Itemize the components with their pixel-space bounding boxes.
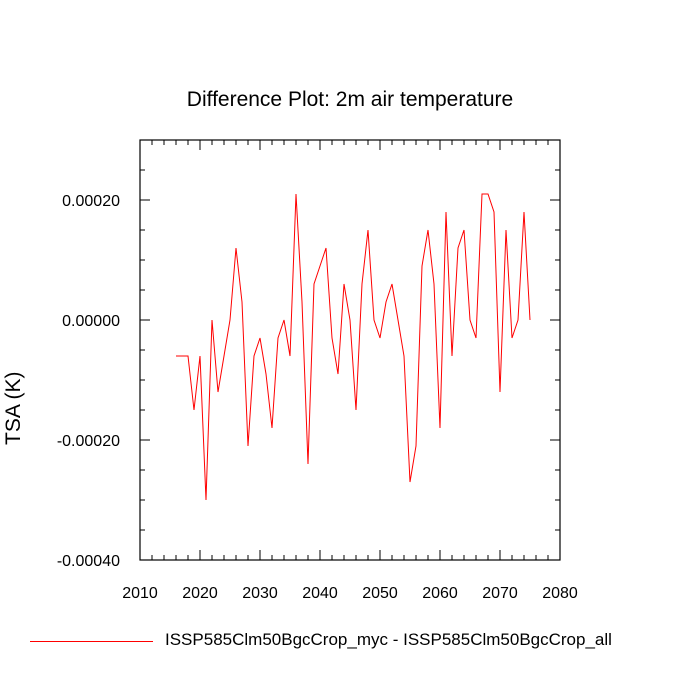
series-line	[176, 193, 531, 501]
y-tick-label: 0.00000	[62, 313, 120, 330]
y-tick-label: 0.00020	[62, 193, 120, 210]
legend-line-swatch	[30, 641, 153, 642]
x-tick-label: 2020	[182, 585, 218, 602]
y-tick-label: -0.00040	[57, 553, 120, 570]
chart-title: Difference Plot: 2m air temperature	[186, 88, 514, 111]
x-tick-label: 2070	[482, 585, 518, 602]
y-tick-label: -0.00020	[57, 433, 120, 450]
x-tick-label: 2050	[362, 585, 398, 602]
x-tick-label: 2010	[122, 585, 158, 602]
x-tick-label: 2040	[302, 585, 338, 602]
x-tick-label: 2030	[242, 585, 278, 602]
x-tick-label: 2080	[542, 585, 578, 602]
x-tick-label: 2060	[422, 585, 458, 602]
legend-label: ISSP585Clm50BgcCrop_myc - ISSP585Clm50Bg…	[165, 630, 612, 649]
plot-frame	[139, 139, 561, 561]
